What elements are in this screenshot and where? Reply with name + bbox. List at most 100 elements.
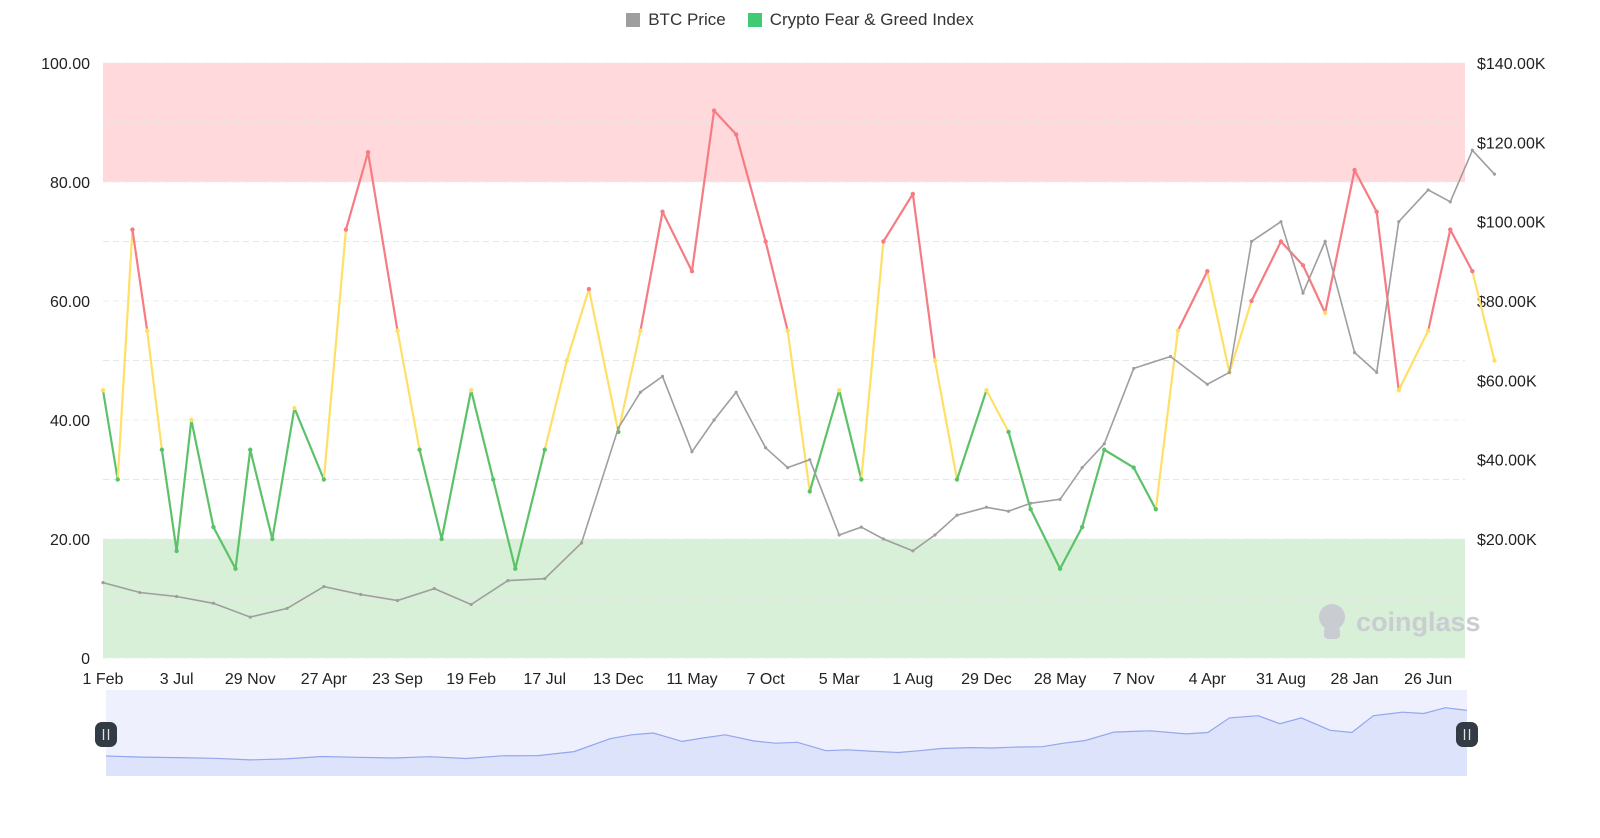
btc-price-point <box>881 537 885 541</box>
btc-price-point <box>1448 200 1452 204</box>
left-tick-label: 0 <box>81 651 90 668</box>
x-tick-label: 29 Nov <box>225 671 276 688</box>
btc-price-point <box>1227 370 1232 374</box>
fear-greed-point <box>1006 429 1011 435</box>
fear-greed-segment <box>271 407 296 541</box>
left-tick-label: 80.00 <box>50 175 90 192</box>
fear-greed-point <box>270 536 275 542</box>
fear-greed-segment <box>838 389 863 481</box>
btc-price-point <box>690 450 694 454</box>
fear-greed-point <box>1492 358 1497 363</box>
fear-greed-segment <box>175 418 193 553</box>
fear-greed-point <box>1153 507 1158 512</box>
fear-greed-segment <box>1324 169 1356 314</box>
right-tick-label: $140.00K <box>1477 56 1546 73</box>
fear-greed-segment <box>234 448 252 570</box>
fear-greed-point <box>586 286 592 292</box>
legend-swatch-btc-price <box>626 13 641 27</box>
btc-price-point <box>1102 442 1106 446</box>
btc-price-point <box>1080 466 1084 470</box>
fear-greed-point <box>689 269 695 274</box>
fear-greed-segment <box>146 329 163 451</box>
fear-greed-segment <box>293 407 325 481</box>
fear-greed-point <box>954 477 960 482</box>
fear-greed-segment <box>735 133 767 243</box>
left-tick-label: 60.00 <box>50 294 90 311</box>
btc-price-point <box>638 390 643 394</box>
btc-price-point <box>1375 370 1379 374</box>
fear-greed-point <box>130 227 135 232</box>
fear-greed-point <box>1028 507 1033 512</box>
fear-greed-segment <box>1103 448 1135 469</box>
fear-greed-point <box>1322 310 1328 316</box>
fear-greed-point <box>159 447 165 452</box>
x-tick-label: 31 Aug <box>1256 671 1306 688</box>
fear-greed-segment <box>985 389 1010 433</box>
fear-greed-point <box>638 328 643 333</box>
fear-greed-point <box>248 447 253 452</box>
fear-greed-segment <box>1081 448 1106 529</box>
btc-price-point <box>1058 497 1062 501</box>
btc-price-point <box>285 606 289 611</box>
fear-greed-segment <box>1279 240 1305 267</box>
btc-price-point <box>955 513 959 517</box>
x-tick-label: 28 May <box>1034 671 1086 688</box>
fear-greed-segment <box>160 448 178 553</box>
btc-price-point <box>1470 148 1474 152</box>
fear-greed-segment <box>764 240 789 332</box>
btc-price-point <box>616 426 620 430</box>
btc-price-point <box>1323 239 1327 244</box>
btc-price-point <box>763 446 768 450</box>
left-tick-label: 20.00 <box>50 532 90 549</box>
fear-greed-point <box>1278 239 1284 244</box>
btc-price-point <box>712 418 716 422</box>
btc-price-point <box>506 579 510 583</box>
fear-greed-point <box>542 447 547 452</box>
fear-greed-point <box>984 388 989 393</box>
fear-greed-segment <box>492 478 517 570</box>
fear-greed-point <box>859 477 864 482</box>
fear-greed-point <box>733 132 739 137</box>
btc-price-point <box>359 592 363 597</box>
fear-greed-segment <box>418 448 443 541</box>
fear-greed-point <box>211 524 216 530</box>
legend-item-fear-greed[interactable]: Crypto Fear & Greed Index <box>747 10 974 30</box>
navigator-line <box>105 707 1468 761</box>
x-tick-label: 13 Dec <box>593 671 644 688</box>
fear-greed-point <box>1131 465 1136 470</box>
fear-greed-point <box>1470 269 1475 274</box>
btc-price-point <box>1132 366 1136 371</box>
fear-greed-point <box>1205 269 1210 274</box>
x-tick-label: 1 Aug <box>892 671 933 688</box>
x-tick-label: 19 Feb <box>446 671 496 688</box>
fear-greed-segment <box>712 109 738 136</box>
fear-greed-segment <box>1449 228 1474 273</box>
x-tick-label: 11 May <box>666 671 717 688</box>
fear-greed-segment <box>1471 270 1496 362</box>
coinglass-logo-icon <box>1319 604 1345 630</box>
fear-greed-point <box>1300 263 1306 268</box>
fear-greed-segment <box>661 210 694 273</box>
x-tick-label: 27 Apr <box>301 671 348 688</box>
x-tick-label: 1 Feb <box>83 671 124 688</box>
right-tick-label: $60.00K <box>1477 373 1537 390</box>
fear-greed-point <box>1448 227 1453 232</box>
left-tick-label: 40.00 <box>50 413 90 430</box>
left-tick-label: 100.00 <box>41 56 90 73</box>
btc-price-point <box>248 615 252 619</box>
fear-greed-segment <box>514 448 546 570</box>
fear-greed-point <box>1175 328 1181 333</box>
x-tick-label: 28 Jan <box>1331 671 1379 688</box>
fear-greed-segment <box>1228 299 1253 374</box>
btc-price-point <box>322 585 326 589</box>
navigator-handle-right[interactable] <box>1456 722 1478 747</box>
legend-item-btc-price[interactable]: BTC Price <box>626 10 726 30</box>
fear-greed-point <box>1079 524 1085 530</box>
btc-price-point <box>859 525 863 529</box>
btc-price-point <box>984 505 989 509</box>
navigator-handle-left[interactable] <box>95 722 117 747</box>
btc-price-point <box>786 466 790 470</box>
btc-price-point <box>1397 220 1401 224</box>
fear-greed-point <box>1352 167 1357 173</box>
fear-greed-point <box>365 150 371 155</box>
